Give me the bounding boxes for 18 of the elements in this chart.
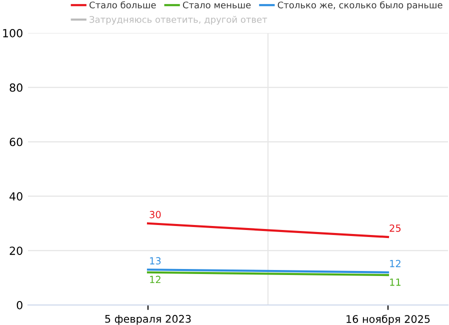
data-label: 25 xyxy=(390,224,401,232)
x-tick-label: 5 февраля 2023 xyxy=(105,314,191,325)
legend-label: Столько же, сколько было раньше xyxy=(278,1,442,10)
legend-label: Стало меньше xyxy=(182,2,251,8)
legend-label: Затрудняюсь ответить, другой ответ xyxy=(90,16,268,25)
y-tick-label: 60 xyxy=(10,138,22,146)
legend-label: Стало больше xyxy=(90,1,156,8)
data-label: 12 xyxy=(150,276,160,284)
data-label: 11 xyxy=(390,278,400,286)
x-tick-label: 16 ноября 2025 xyxy=(346,314,430,325)
y-tick-label: 100 xyxy=(3,28,22,38)
y-tick-label: 40 xyxy=(10,192,22,201)
y-tick-label: 0 xyxy=(16,300,22,310)
data-label: 12 xyxy=(390,260,400,268)
data-label: 13 xyxy=(150,257,161,264)
y-tick-label: 20 xyxy=(10,246,22,255)
y-tick-label: 80 xyxy=(10,83,22,92)
data-label: 30 xyxy=(150,210,161,218)
